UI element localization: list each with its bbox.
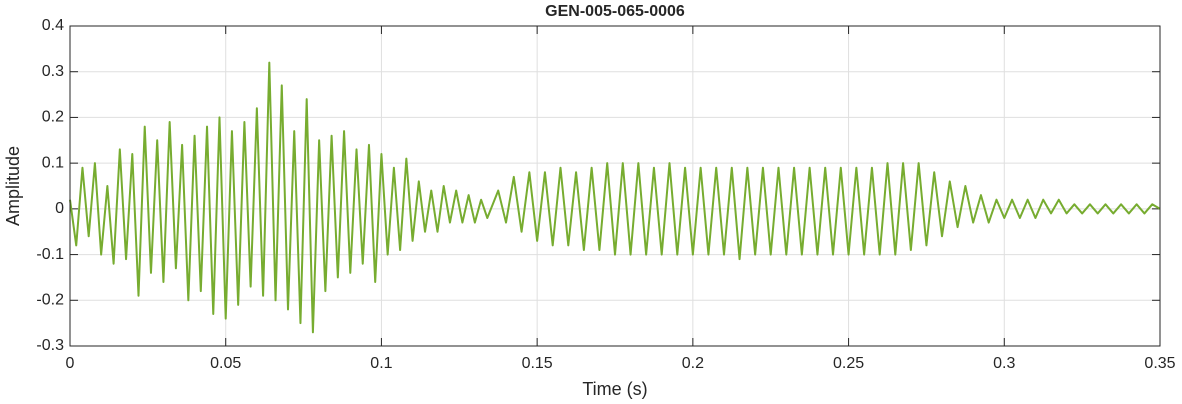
x-axis-label: Time (s) bbox=[582, 379, 647, 399]
x-tick-label: 0.15 bbox=[522, 355, 553, 372]
y-axis-label: Amplitude bbox=[3, 146, 23, 226]
x-tick-label: 0.05 bbox=[210, 355, 241, 372]
plot-area bbox=[70, 26, 1160, 346]
y-tick-label: -0.1 bbox=[36, 246, 64, 263]
y-tick-label: 0.3 bbox=[42, 63, 64, 80]
y-tick-label: 0.1 bbox=[42, 154, 64, 171]
x-tick-label: 0.35 bbox=[1144, 355, 1175, 372]
x-tick-label: 0.2 bbox=[682, 355, 704, 372]
y-tick-label: -0.2 bbox=[36, 292, 64, 309]
y-tick-label: 0.4 bbox=[42, 17, 64, 34]
y-tick-label: 0.2 bbox=[42, 109, 64, 126]
x-tick-label: 0.3 bbox=[993, 355, 1015, 372]
y-tick-label: -0.3 bbox=[36, 337, 64, 354]
x-tick-label: 0.25 bbox=[833, 355, 864, 372]
y-tick-label: 0 bbox=[55, 200, 64, 217]
axes-box bbox=[69, 25, 1161, 347]
x-tick-label: 0.1 bbox=[370, 355, 392, 372]
x-tick-label: 0 bbox=[66, 355, 75, 372]
chart-title: GEN-005-065-0006 bbox=[545, 3, 685, 20]
waveform-line bbox=[69, 61, 1161, 334]
